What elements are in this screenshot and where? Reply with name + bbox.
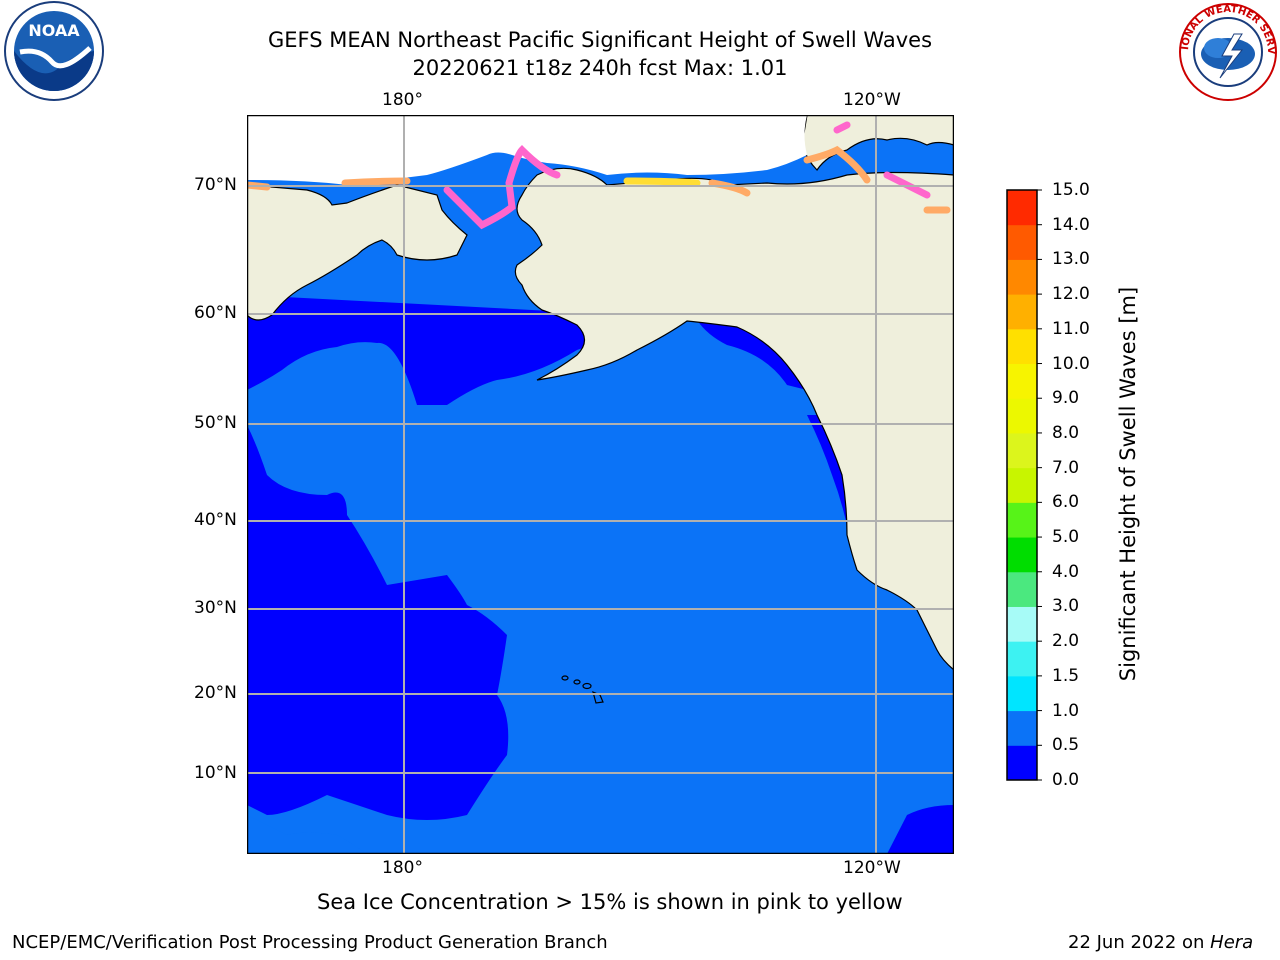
colorbar-segment bbox=[1007, 190, 1037, 226]
colorbar-tick-label: 2.0 bbox=[1052, 631, 1080, 652]
colorbar-tick-label: 8.0 bbox=[1052, 422, 1080, 443]
lat-label-70n: 70°N bbox=[194, 175, 237, 195]
colorbar-segment bbox=[1007, 328, 1037, 365]
colorbar-segment bbox=[1007, 502, 1037, 538]
colorbar-segment bbox=[1007, 467, 1037, 503]
map-panel bbox=[247, 115, 954, 854]
top-lon-label-120w: 120°W bbox=[843, 90, 901, 110]
colorbar-segment bbox=[1007, 224, 1037, 260]
nws-logo: NATIONAL WEATHER SERVICE bbox=[1176, 0, 1277, 101]
lat-label-60n: 60°N bbox=[194, 303, 237, 323]
gridlines bbox=[247, 115, 954, 854]
colorbar-tick-label: 1.5 bbox=[1052, 665, 1080, 686]
chart-subtitle: 20220621 t18z 240h fcst Max: 1.01 bbox=[412, 56, 788, 80]
top-lon-label-180: 180° bbox=[382, 90, 423, 110]
footer-machine: Hera bbox=[1210, 932, 1254, 953]
sea-ice-note: Sea Ice Concentration > 15% is shown in … bbox=[317, 890, 903, 914]
colorbar-segment bbox=[1007, 745, 1037, 781]
colorbar bbox=[1006, 189, 1042, 781]
lat-label-40n: 40°N bbox=[194, 510, 237, 530]
colorbar-segment bbox=[1007, 259, 1037, 295]
bottom-lon-label-120w: 120°W bbox=[843, 858, 901, 878]
arctic-ocean bbox=[247, 115, 807, 185]
lat-label-10n: 10°N bbox=[194, 763, 237, 783]
lat-label-50n: 50°N bbox=[194, 413, 237, 433]
footer-date: 22 Jun 2022 on Hera bbox=[1068, 932, 1253, 953]
bottom-lon-label-180: 180° bbox=[382, 858, 423, 878]
colorbar-tick-label: 1.0 bbox=[1052, 700, 1080, 721]
colorbar-label: Significant Height of Swell Waves [m] bbox=[1116, 286, 1140, 682]
colorbar-tick-label: 6.0 bbox=[1052, 492, 1080, 513]
colorbar-segment bbox=[1007, 432, 1037, 469]
colorbar-segment bbox=[1007, 363, 1037, 399]
colorbar-tick-label: 11.0 bbox=[1052, 318, 1090, 339]
colorbar-segment bbox=[1007, 537, 1037, 573]
noaa-logo: NOAA bbox=[4, 1, 104, 101]
chart-title: GEFS MEAN Northeast Pacific Significant … bbox=[267, 28, 933, 52]
colorbar-tick-label: 4.0 bbox=[1052, 561, 1080, 582]
colorbar-tick-label: 14.0 bbox=[1052, 214, 1090, 235]
colorbar-tick-label: 15.0 bbox=[1052, 180, 1090, 200]
colorbar-tick-label: 0.5 bbox=[1052, 735, 1080, 756]
colorbar-segment bbox=[1007, 571, 1037, 607]
colorbar-tick-label: 0.0 bbox=[1052, 770, 1080, 790]
colorbar-tick-label: 9.0 bbox=[1052, 388, 1080, 409]
footer-branch: NCEP/EMC/Verification Post Processing Pr… bbox=[12, 932, 608, 953]
colorbar-tick-label: 12.0 bbox=[1052, 284, 1090, 305]
colorbar-tick-label: 7.0 bbox=[1052, 457, 1080, 478]
colorbar-segment bbox=[1007, 398, 1037, 434]
colorbar-segment bbox=[1007, 641, 1037, 677]
colorbar-segment bbox=[1007, 606, 1037, 642]
footer-date-text: 22 Jun 2022 on bbox=[1068, 932, 1211, 953]
lat-label-20n: 20°N bbox=[194, 683, 237, 703]
colorbar-segment bbox=[1007, 675, 1037, 712]
colorbar-tick-label: 3.0 bbox=[1052, 596, 1080, 617]
colorbar-tick-label: 5.0 bbox=[1052, 527, 1080, 548]
colorbar-tick-label: 13.0 bbox=[1052, 249, 1090, 270]
lat-label-30n: 30°N bbox=[194, 598, 237, 618]
colorbar-tick-label: 10.0 bbox=[1052, 353, 1090, 374]
colorbar-segment bbox=[1007, 710, 1037, 746]
colorbar-segment bbox=[1007, 294, 1037, 330]
svg-text:NOAA: NOAA bbox=[28, 21, 80, 40]
